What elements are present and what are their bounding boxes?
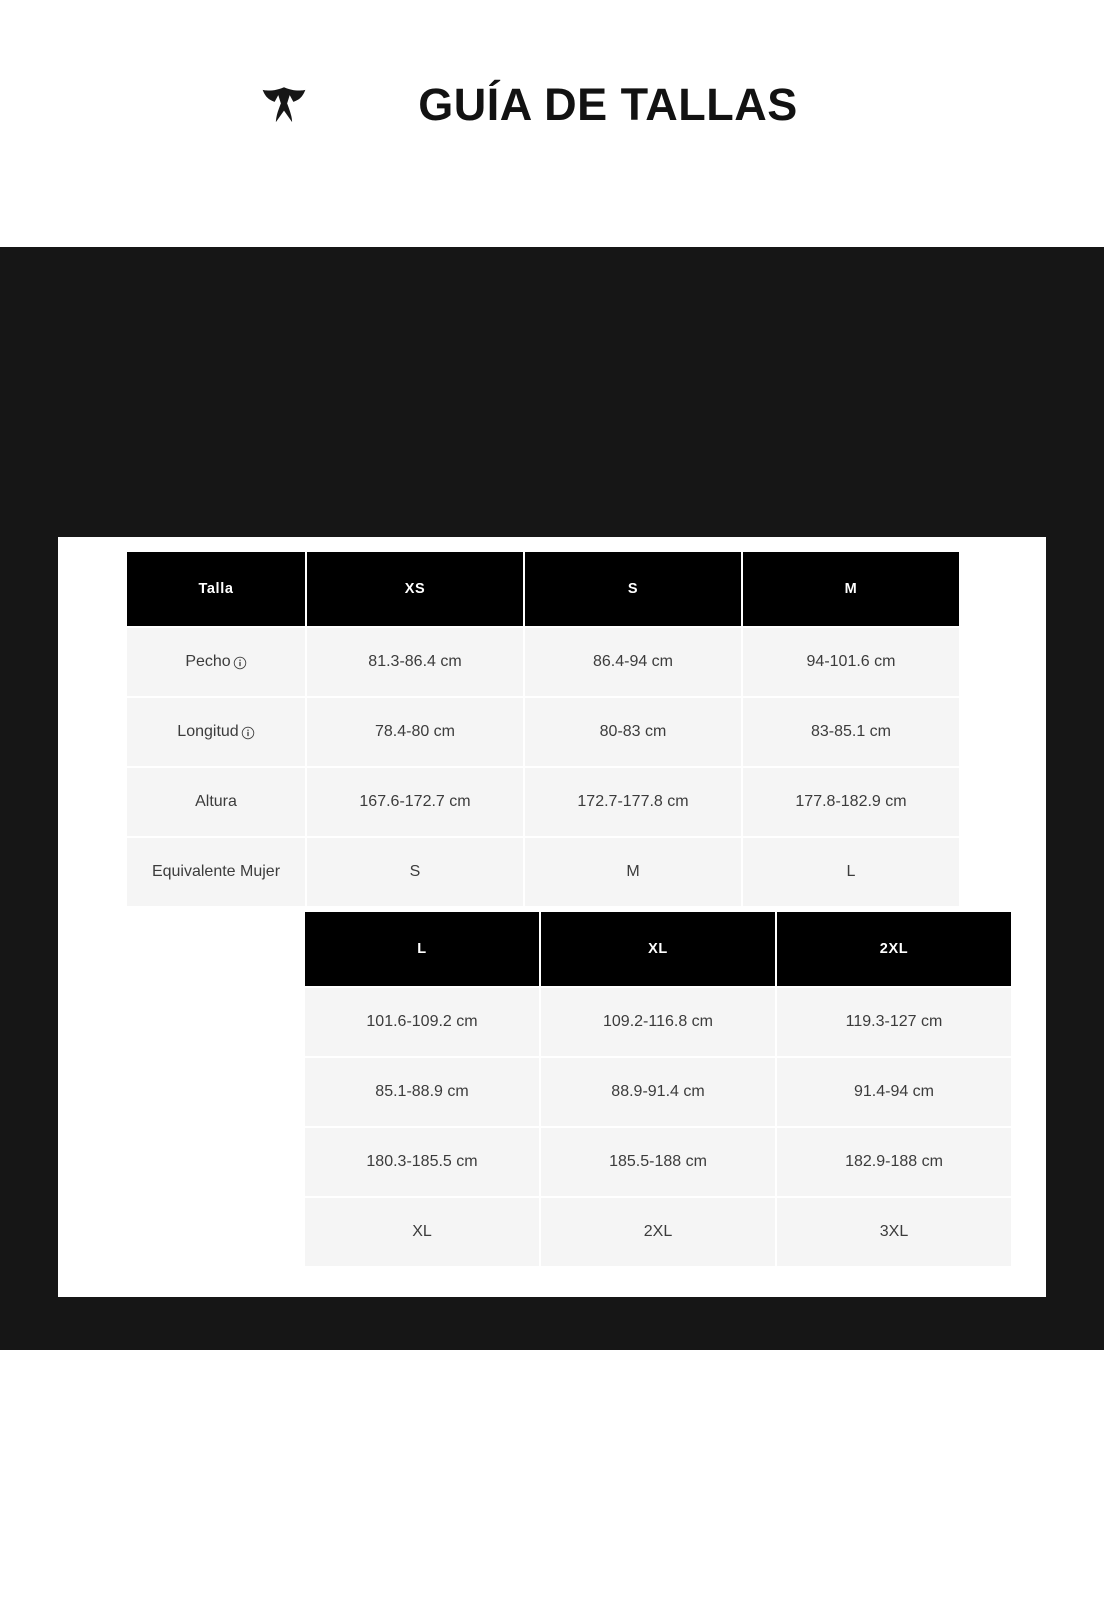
table-row: Altura 167.6-172.7 cm 172.7-177.8 cm 177…: [127, 768, 959, 836]
cell-longitud-2xl: 91.4-94 cm: [777, 1058, 1011, 1126]
page-subtitle: JERSEY: [442, 171, 662, 233]
cell-longitud-xl: 88.9-91.4 cm: [541, 1058, 775, 1126]
size-table-block-2: L XL 2XL 101.6-109.2 cm 109.2-116.8 cm 1…: [303, 910, 1013, 1268]
fox-head-logo-icon: [232, 41, 336, 145]
page-title: GUÍA DE TALLAS: [418, 78, 798, 130]
cell-equivalente-m: L: [743, 838, 959, 906]
size-table-block-1: Talla XS S M Pecho: [125, 550, 961, 908]
cell-altura-s: 172.7-177.8 cm: [525, 768, 741, 836]
cell-equivalente-s: M: [525, 838, 741, 906]
column-header-m: M: [743, 552, 959, 626]
header: GUÍA DE TALLAS JERSEY: [0, 0, 1104, 290]
cell-altura-xs: 167.6-172.7 cm: [307, 768, 523, 836]
cell-equivalente-xl: 2XL: [541, 1198, 775, 1266]
info-circle-icon[interactable]: [241, 726, 255, 740]
column-header-2xl: 2XL: [777, 912, 1011, 986]
cell-altura-2xl: 182.9-188 cm: [777, 1128, 1011, 1196]
column-header-xs: XS: [307, 552, 523, 626]
cell-pecho-xl: 109.2-116.8 cm: [541, 988, 775, 1056]
row-label-equivalente-mujer: Equivalente Mujer: [127, 838, 305, 906]
column-header-s: S: [525, 552, 741, 626]
column-header-talla: Talla: [127, 552, 305, 626]
table-row: Longitud 78.4-80 cm 80-83 cm: [127, 698, 959, 766]
cell-pecho-2xl: 119.3-127 cm: [777, 988, 1011, 1056]
info-circle-icon[interactable]: [233, 656, 247, 670]
row-label-altura: Altura: [127, 768, 305, 836]
cell-altura-m: 177.8-182.9 cm: [743, 768, 959, 836]
table-row: Equivalente Mujer S M L: [127, 838, 959, 906]
table-header-row: L XL 2XL: [305, 912, 1011, 986]
cell-longitud-s: 80-83 cm: [525, 698, 741, 766]
column-header-xl: XL: [541, 912, 775, 986]
table-row: XL 2XL 3XL: [305, 1198, 1011, 1266]
row-label-longitud: Longitud: [127, 698, 305, 766]
table-row: Pecho 81.3-86.4 cm 86.4-94 cm: [127, 628, 959, 696]
cell-pecho-l: 101.6-109.2 cm: [305, 988, 539, 1056]
cell-equivalente-2xl: 3XL: [777, 1198, 1011, 1266]
table-header-row: Talla XS S M: [127, 552, 959, 626]
row-label-pecho: Pecho: [127, 628, 305, 696]
cell-pecho-xs: 81.3-86.4 cm: [307, 628, 523, 696]
cell-longitud-l: 85.1-88.9 cm: [305, 1058, 539, 1126]
cell-longitud-m: 83-85.1 cm: [743, 698, 959, 766]
row-label-text: Pecho: [185, 653, 231, 670]
cell-pecho-s: 86.4-94 cm: [525, 628, 741, 696]
cell-pecho-m: 94-101.6 cm: [743, 628, 959, 696]
cell-equivalente-l: XL: [305, 1198, 539, 1266]
title-banner: GUÍA DE TALLAS: [378, 72, 838, 136]
cell-altura-l: 180.3-185.5 cm: [305, 1128, 539, 1196]
row-label-text: Longitud: [177, 723, 239, 740]
cell-altura-xl: 185.5-188 cm: [541, 1128, 775, 1196]
table-row: 101.6-109.2 cm 109.2-116.8 cm 119.3-127 …: [305, 988, 1011, 1056]
table-row: 180.3-185.5 cm 185.5-188 cm 182.9-188 cm: [305, 1128, 1011, 1196]
size-chart-card: Talla XS S M Pecho: [58, 537, 1046, 1297]
cell-longitud-xs: 78.4-80 cm: [307, 698, 523, 766]
table-row: 85.1-88.9 cm 88.9-91.4 cm 91.4-94 cm: [305, 1058, 1011, 1126]
column-header-l: L: [305, 912, 539, 986]
cell-equivalente-xs: S: [307, 838, 523, 906]
